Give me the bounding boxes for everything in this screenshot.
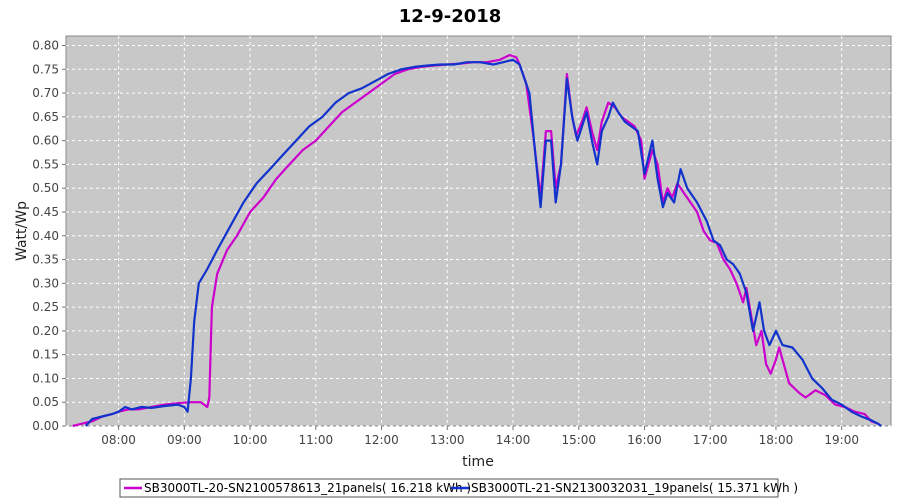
series-line-2 [84,58,882,427]
x-axis-label: time [462,454,494,470]
y-tick-label: 0.10 [32,371,59,385]
y-tick-label: 0.20 [32,324,59,338]
y-tick-label: 0.60 [32,134,59,148]
y-tick-label: 0.80 [32,39,59,53]
x-tick-label: 16:00 [627,433,662,447]
y-tick-label: 0.35 [32,253,59,267]
y-axis-label: Watt/Wp [14,201,30,261]
x-tick-label: 14:00 [496,433,531,447]
x-tick-label: 08:00 [101,433,136,447]
y-axis: 0.00 0.05 0.10 0.15 0.20 0.25 0.30 0.35 0.40 0.45… [32,39,66,433]
y-tick-label: 0.00 [32,419,59,433]
y-tick-label: 0.15 [32,348,59,362]
y-tick-label: 0.75 [32,62,59,76]
x-tick-label: 19:00 [824,433,859,447]
y-tick-label: 0.45 [32,205,59,219]
x-axis: 08:00 09:00 10:00 11:00 12:00 13:00 14:00 15:00… [101,426,859,447]
y-tick-label: 0.40 [32,229,59,243]
x-tick-label: 18:00 [759,433,794,447]
x-tick-label: 15:00 [561,433,596,447]
plot-area [65,35,892,427]
series-lines [72,53,882,428]
x-tick-label: 10:00 [233,433,268,447]
chart-title: 12-9-2018 [399,6,502,27]
x-tick-label: 13:00 [430,433,465,447]
legend: SB3000TL-20-SN2100578613_21panels( 16.21… [119,478,798,498]
grid [66,36,891,427]
legend-box [119,478,779,498]
y-tick-label: 0.50 [32,181,59,195]
y-tick-label: 0.70 [32,86,59,100]
x-tick-label: 11:00 [299,433,334,447]
x-tick-label: 12:00 [364,433,399,447]
y-tick-label: 0.05 [32,395,59,409]
y-tick-label: 0.65 [32,110,59,124]
x-tick-label: 09:00 [167,433,202,447]
legend-label-series-1: SB3000TL-20-SN2100578613_21panels( 16.21… [144,481,471,495]
legend-label-series-2: SB3000TL-21-SN2130032031_19panels( 15.37… [471,481,798,495]
y-tick-label: 0.25 [32,300,59,314]
x-tick-label: 17:00 [693,433,728,447]
y-tick-label: 0.30 [32,276,59,290]
y-tick-label: 0.55 [32,157,59,171]
